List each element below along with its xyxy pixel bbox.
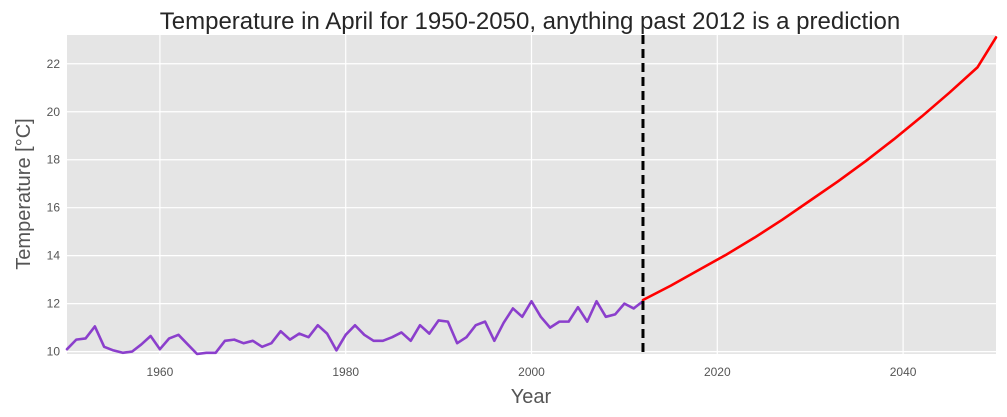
y-tick-label: 10 (47, 345, 61, 359)
y-axis-label: Temperature [°C] (13, 118, 35, 269)
tick-labels: 1960 1980 2000 2020 2040 10 12 14 16 18 20 22 (47, 57, 917, 379)
x-tick-label: 2000 (518, 365, 545, 379)
y-tick-label: 18 (47, 153, 61, 167)
x-tick-label: 1980 (332, 365, 359, 379)
y-tick-label: 12 (47, 297, 61, 311)
y-tick-label: 20 (47, 105, 61, 119)
grid (67, 35, 996, 354)
y-tick-label: 14 (47, 249, 61, 263)
x-tick-label: 2040 (890, 365, 917, 379)
chart-title: Temperature in April for 1950-2050, anyt… (160, 8, 900, 35)
series-layer (65, 36, 998, 356)
x-tick-label: 2020 (704, 365, 731, 379)
observed-temperature-line (65, 299, 645, 356)
predicted-temperature-line (641, 36, 998, 302)
y-tick-label: 16 (47, 201, 61, 215)
y-tick-label: 22 (47, 57, 61, 71)
x-axis-label: Year (511, 386, 552, 408)
x-tick-label: 1960 (147, 365, 174, 379)
